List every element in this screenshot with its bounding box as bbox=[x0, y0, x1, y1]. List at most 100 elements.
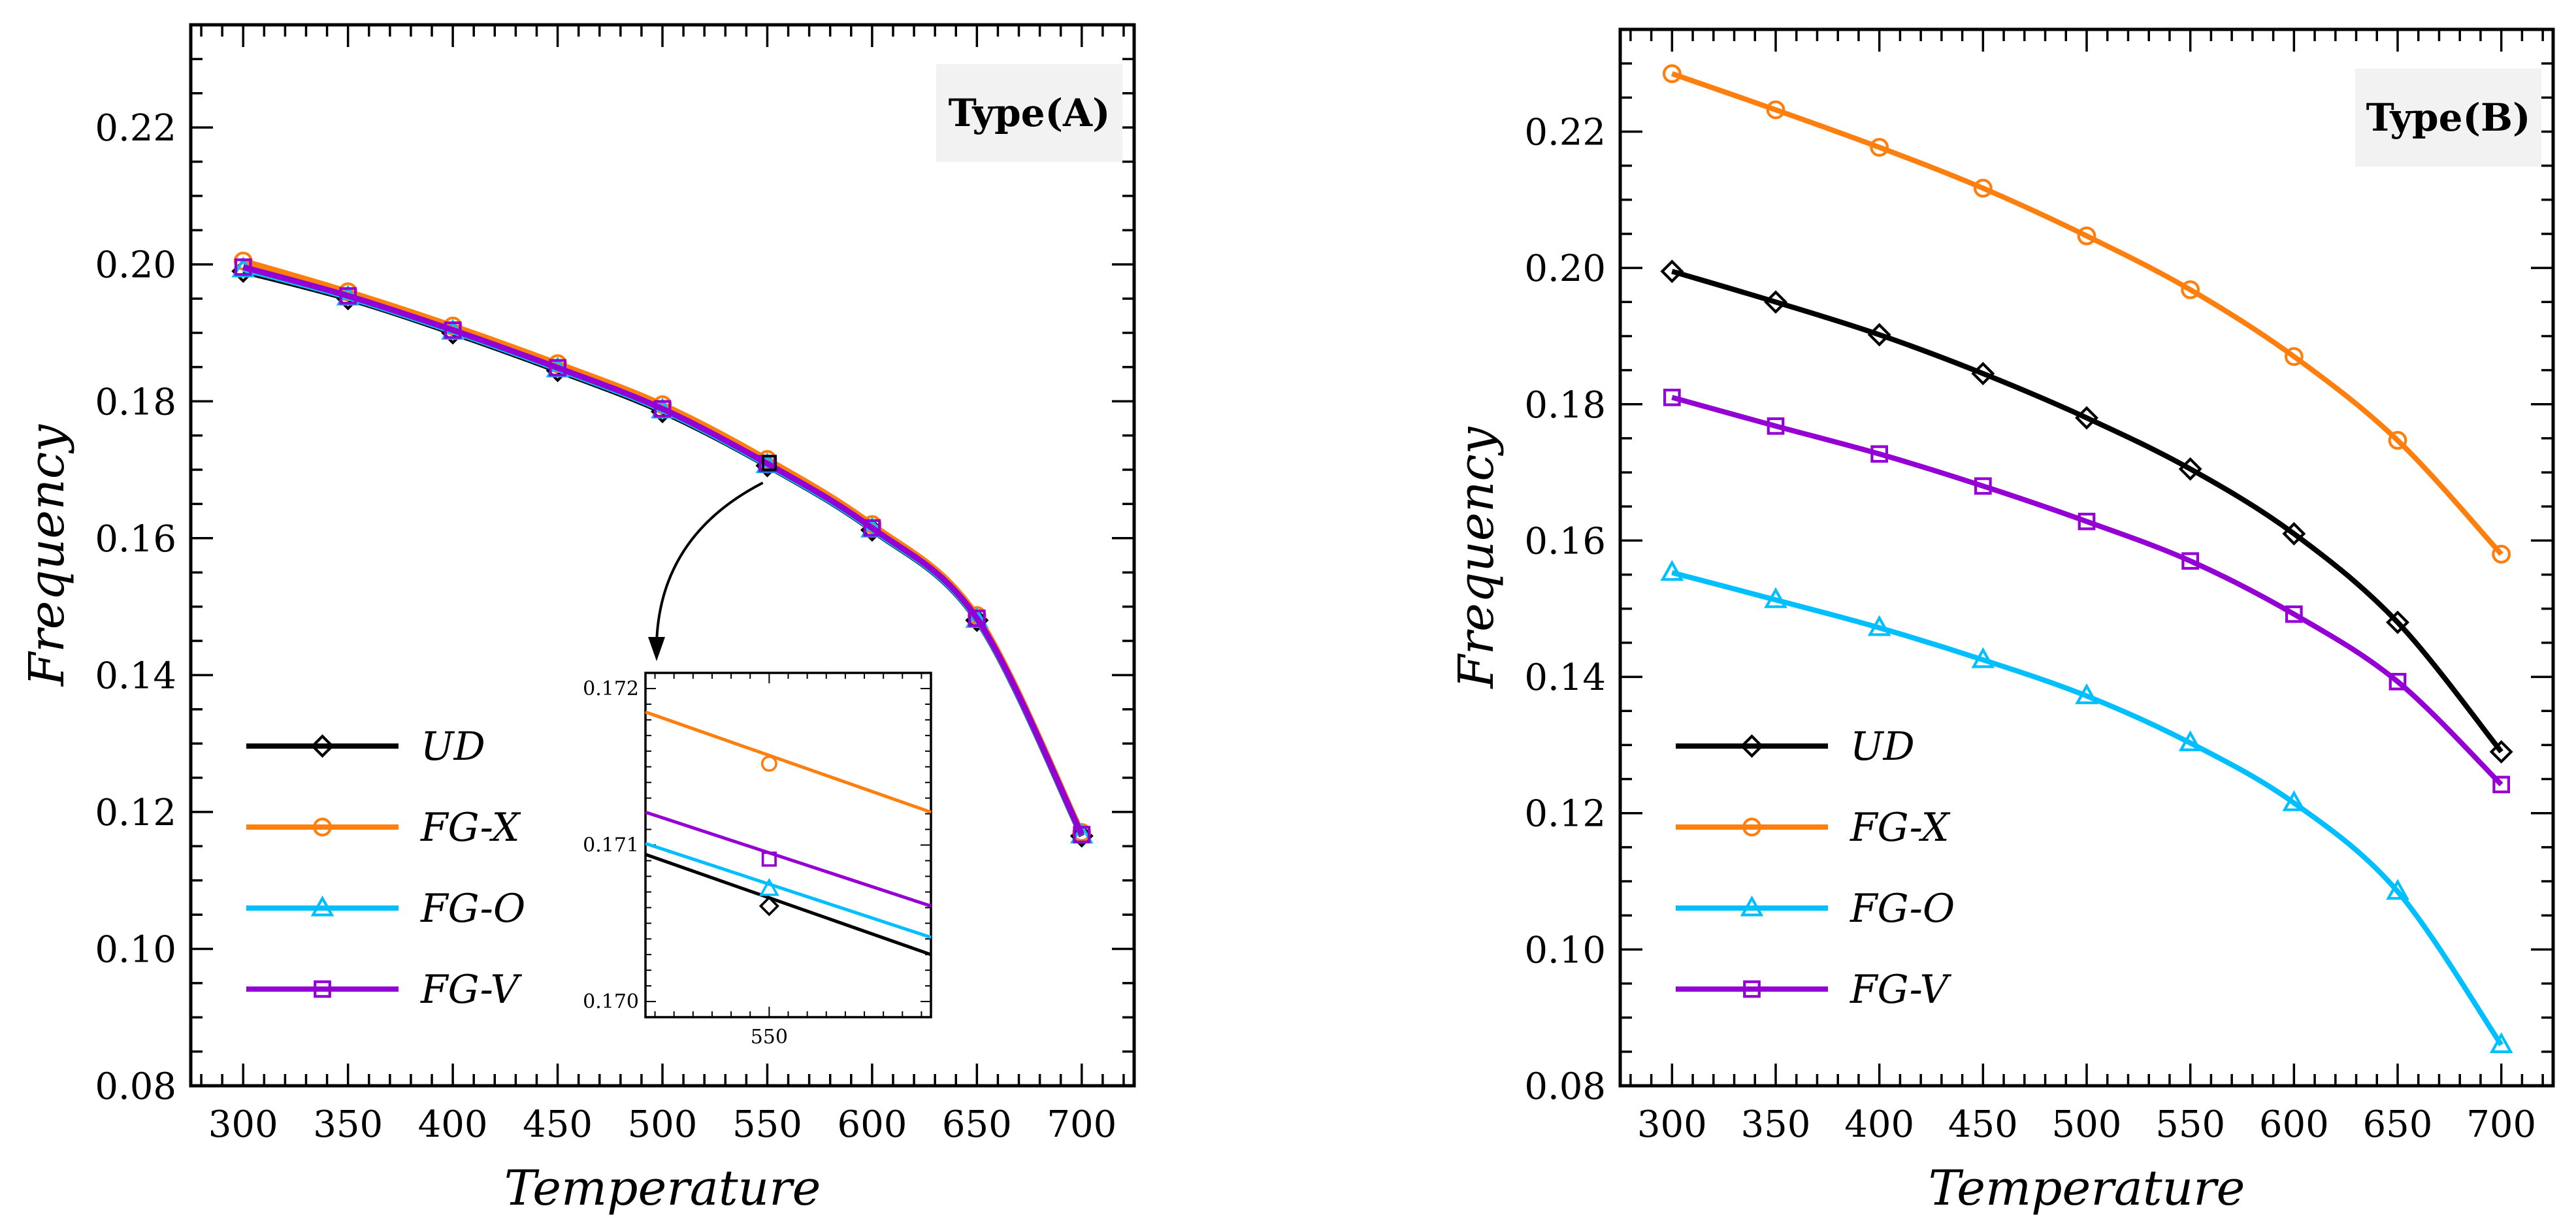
data-point-fg-v bbox=[339, 287, 357, 305]
data-point-ud bbox=[1971, 361, 1995, 385]
data-point-ud bbox=[2386, 610, 2409, 634]
inset-point-fg-v bbox=[761, 851, 777, 867]
chart-panel-1: 300 350 400 450 500 550 600 650 700 0.08 0.10 0.12 0… bbox=[19, 23, 1136, 1216]
chart-panel-2: 300 350 400 450 500 550 600 650 700 0.08 0.10 0.12 0… bbox=[1448, 27, 2555, 1216]
inset-frame bbox=[644, 672, 932, 1018]
x-tick-label: 450 bbox=[1948, 1103, 2018, 1146]
x-tick-label: 650 bbox=[2363, 1103, 2433, 1146]
x-tick-label: 550 bbox=[732, 1103, 802, 1146]
zoom-arrow-head bbox=[648, 637, 665, 661]
data-point-fg-v bbox=[234, 258, 252, 276]
panel-label: Type(B) bbox=[2366, 95, 2531, 140]
data-point-fg-o bbox=[2386, 879, 2409, 900]
data-point-fg-v bbox=[549, 359, 566, 377]
data-point-ud bbox=[2282, 522, 2306, 545]
legend-label-ud: UD bbox=[421, 724, 485, 770]
data-point-fg-v bbox=[1870, 445, 1889, 463]
data-point-fg-x bbox=[2388, 431, 2407, 450]
data-point-fg-v bbox=[444, 321, 462, 339]
inset-line-ud bbox=[645, 853, 932, 956]
data-point-fg-x bbox=[1662, 64, 1682, 84]
legend-marker-fg-v bbox=[314, 980, 331, 998]
x-tick-label: 300 bbox=[1637, 1103, 1707, 1146]
x-axis-title: Temperature bbox=[504, 1160, 821, 1216]
legend-marker-fg-x bbox=[313, 817, 332, 837]
y-tick-label: 0.22 bbox=[95, 107, 176, 150]
data-point-fg-x bbox=[2284, 347, 2304, 366]
x-tick-label: 600 bbox=[2259, 1103, 2329, 1146]
panel-label: Type(A) bbox=[949, 91, 1111, 135]
series-line-fg-o bbox=[1671, 570, 2504, 1047]
data-point-fg-v bbox=[2492, 775, 2511, 794]
plot-frame bbox=[1618, 27, 2555, 1088]
inset-point-fg-x bbox=[760, 755, 777, 772]
y-axis-title: Frequency bbox=[1448, 426, 1505, 689]
data-point-fg-x bbox=[2077, 226, 2096, 246]
legend-label-ud: UD bbox=[1850, 724, 1915, 770]
y-tick-label: 0.14 bbox=[95, 655, 176, 697]
panel-label-box bbox=[936, 64, 1122, 162]
data-point-fg-x bbox=[2492, 544, 2511, 564]
x-tick-label: 600 bbox=[837, 1103, 907, 1146]
y-tick-label: 0.20 bbox=[1524, 248, 1606, 290]
legend-marker-fg-o bbox=[310, 895, 334, 917]
data-point-ud bbox=[2489, 740, 2513, 764]
data-point-fg-o bbox=[2178, 730, 2202, 751]
inset-point-fg-o bbox=[758, 877, 779, 896]
inset-y-tick-label: 0.171 bbox=[583, 834, 639, 857]
legend-marker-ud bbox=[1740, 734, 1764, 758]
y-tick-label: 0.08 bbox=[95, 1066, 176, 1108]
inset-line-fg-x bbox=[645, 710, 932, 814]
x-tick-label: 400 bbox=[418, 1103, 488, 1146]
data-point-fg-o bbox=[2075, 683, 2098, 704]
data-point-fg-o bbox=[1660, 560, 1684, 581]
x-tick-label: 400 bbox=[1844, 1103, 1914, 1146]
data-point-ud bbox=[1764, 290, 1787, 314]
legend-label-fg-x: FG-X bbox=[420, 805, 521, 851]
x-tick-label: 350 bbox=[1741, 1103, 1811, 1146]
panel-label-box bbox=[2355, 69, 2541, 167]
data-point-fg-v bbox=[2078, 512, 2096, 530]
y-tick-label: 0.18 bbox=[1524, 384, 1606, 427]
data-point-fg-x bbox=[1973, 178, 1993, 198]
data-point-fg-v bbox=[968, 610, 986, 627]
data-point-fg-o bbox=[2489, 1032, 2513, 1054]
data-point-fg-v bbox=[863, 519, 881, 537]
y-tick-label: 0.14 bbox=[1524, 657, 1606, 699]
data-point-ud bbox=[2178, 457, 2202, 481]
legend-marker-fg-v bbox=[1743, 980, 1761, 998]
series-line-fg-x bbox=[1671, 71, 2503, 556]
y-tick-label: 0.08 bbox=[1524, 1066, 1606, 1108]
data-point-fg-x bbox=[2181, 280, 2200, 299]
data-point-fg-v bbox=[2181, 552, 2200, 570]
y-tick-label: 0.16 bbox=[95, 518, 176, 561]
data-point-ud bbox=[2075, 406, 2098, 430]
data-point-fg-o bbox=[1971, 647, 1995, 668]
data-point-fg-v bbox=[2285, 605, 2303, 623]
data-point-fg-v bbox=[1767, 417, 1785, 435]
inset-point-ud bbox=[758, 896, 779, 917]
zoom-region-box bbox=[762, 455, 777, 471]
inset-line-fg-o bbox=[645, 841, 932, 939]
data-point-fg-o bbox=[1867, 615, 1891, 636]
y-tick-label: 0.12 bbox=[1524, 793, 1606, 836]
legend-marker-ud bbox=[310, 734, 334, 758]
data-point-fg-v bbox=[653, 400, 672, 418]
zoom-inset: 0.170 0.171 0.172 550 bbox=[583, 672, 932, 1049]
y-tick-label: 0.10 bbox=[95, 928, 176, 971]
x-axis-title: Temperature bbox=[1929, 1160, 2245, 1216]
y-tick-label: 0.10 bbox=[1524, 929, 1606, 971]
legend-marker-fg-o bbox=[1740, 895, 1764, 917]
y-tick-label: 0.22 bbox=[1524, 111, 1606, 154]
data-point-fg-o bbox=[1764, 587, 1787, 608]
x-tick-label: 500 bbox=[2052, 1103, 2122, 1146]
x-tick-label: 650 bbox=[942, 1103, 1012, 1146]
legend-label-fg-v: FG-V bbox=[1850, 967, 1952, 1013]
x-tick-label: 450 bbox=[523, 1103, 593, 1146]
x-tick-label: 350 bbox=[313, 1103, 383, 1146]
inset-y-tick-label: 0.170 bbox=[583, 990, 639, 1013]
y-tick-label: 0.12 bbox=[95, 792, 176, 834]
legend-label-fg-x: FG-X bbox=[1850, 805, 1951, 851]
data-point-fg-o bbox=[2282, 790, 2306, 811]
x-tick-label: 500 bbox=[628, 1103, 698, 1146]
